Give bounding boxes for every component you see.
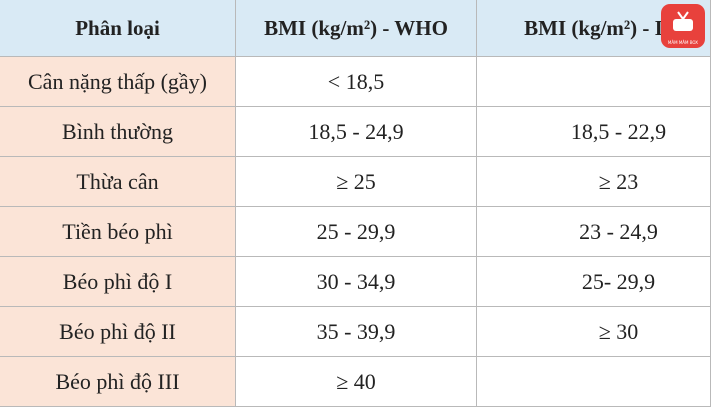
cell-text: Bình thường <box>62 118 173 144</box>
value-cell: 30 - 34,9 <box>236 257 477 307</box>
value-cell: ≥ 30 <box>477 307 711 357</box>
cell-text: 18,5 - 22,9 <box>570 118 667 144</box>
value-cell <box>477 57 711 107</box>
cell-text: BMI (kg/m²) - WHO <box>264 15 448 40</box>
cell-text: 25 - 29,9 <box>316 218 396 244</box>
cell-text: 35 - 39,9 <box>316 318 396 344</box>
logo-icon <box>673 11 693 31</box>
cell-text: ≥ 25 <box>336 168 376 194</box>
cell-text: Tiền béo phì <box>62 218 173 244</box>
cell-text: BMI (kg/m²) - I <box>524 15 663 40</box>
cell-text: 30 - 34,9 <box>316 268 396 294</box>
header-cell: Phân loại <box>0 0 236 57</box>
cell-text: 25- 29,9 <box>581 268 656 294</box>
logo-text: MÂM MÂM BOX <box>667 40 699 45</box>
header-cell: BMI (kg/m²) - WHO <box>236 0 477 57</box>
value-cell: 18,5 - 24,9 <box>236 107 477 157</box>
category-cell: Bình thường <box>0 107 236 157</box>
cell-text: Phân loại <box>75 15 160 40</box>
value-cell: ≥ 25 <box>236 157 477 207</box>
value-cell: 25- 29,9 <box>477 257 711 307</box>
cell-text: Béo phì độ I <box>62 268 173 294</box>
cell-text: ≥ 30 <box>598 318 639 344</box>
value-cell: 25 - 29,9 <box>236 207 477 257</box>
value-cell: 18,5 - 22,9 <box>477 107 711 157</box>
cell-text: < 18,5 <box>327 68 385 94</box>
category-cell: Béo phì độ II <box>0 307 236 357</box>
cell-text: ≥ 23 <box>598 168 639 194</box>
value-cell: ≥ 23 <box>477 157 711 207</box>
cell-text: Béo phì độ III <box>55 368 180 394</box>
cell-text: 18,5 - 24,9 <box>308 118 404 144</box>
category-cell: Tiền béo phì <box>0 207 236 257</box>
value-cell: 35 - 39,9 <box>236 307 477 357</box>
logo: MÂM MÂM BOX <box>661 4 705 48</box>
cell-text: ≥ 40 <box>336 368 376 394</box>
cell-text: 23 - 24,9 <box>579 218 658 244</box>
category-cell: Thừa cân <box>0 157 236 207</box>
value-cell: < 18,5 <box>236 57 477 107</box>
category-cell: Béo phì độ I <box>0 257 236 307</box>
value-cell: 23 - 24,9 <box>477 207 711 257</box>
cell-text: Cân nặng thấp (gầy) <box>28 68 207 94</box>
cell-text: Béo phì độ II <box>59 318 176 344</box>
category-cell: Cân nặng thấp (gầy) <box>0 57 236 107</box>
cell-text: Thừa cân <box>76 168 159 194</box>
